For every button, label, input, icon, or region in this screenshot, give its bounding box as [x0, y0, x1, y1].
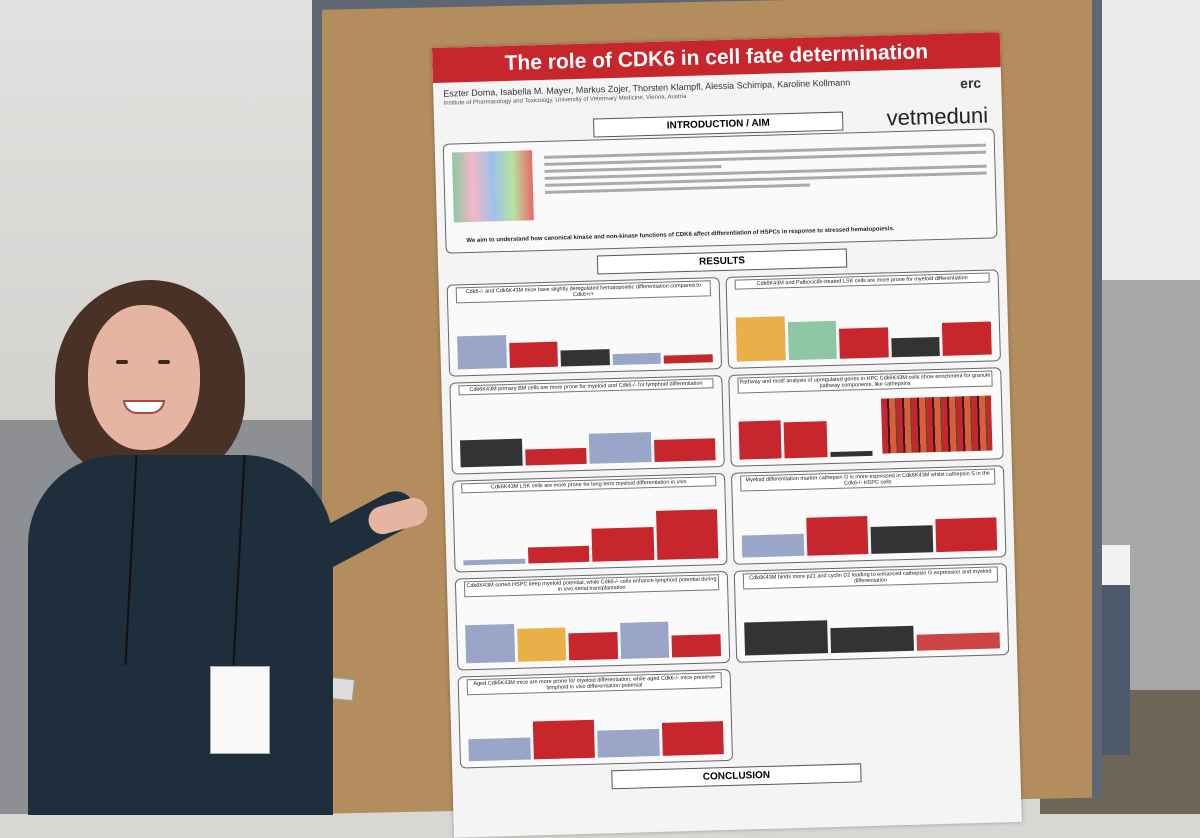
result-panel: Cdk6K43M primary BM cells are more prone…: [449, 375, 725, 475]
result-panel: Pathway and motif analysis of upregulate…: [728, 367, 1004, 467]
panel-title: Aged Cdk6K43M mice are more prone for my…: [466, 672, 722, 696]
result-panel: Cdk6K43M binds more p21 and cyclin D2 le…: [733, 563, 1010, 663]
vetmeduni-logo: vetmeduni: [886, 102, 989, 131]
panel-title: Cdk6-/- and Cdk6K43M mice have slightly …: [455, 280, 712, 304]
result-panel: Cdk6K43M sorted HSPC keep myeloid potent…: [454, 570, 731, 671]
result-panel: Cdk6K43M LSK cells are more prone for lo…: [452, 472, 728, 573]
panel-title: Myeloid differentiation marker cathepsin…: [740, 468, 996, 492]
panel-title: Cdk6K43M and Palbociclib-treated LSK cel…: [734, 272, 990, 290]
result-panel: Cdk6K43M and Palbociclib-treated LSK cel…: [725, 269, 1001, 369]
name-badge: [210, 666, 270, 754]
intro-text: [544, 140, 987, 198]
result-panel: Aged Cdk6K43M mice are more prone for my…: [457, 668, 734, 769]
erc-logo: erc: [959, 74, 982, 92]
panel-title: Cdk6K43M sorted HSPC keep myeloid potent…: [463, 574, 720, 598]
panel-title: Pathway and motif analysis of upregulate…: [737, 370, 993, 394]
results-heading: RESULTS: [596, 248, 848, 275]
aim-statement: We aim to understand how canonical kinas…: [466, 226, 895, 245]
panel-title: Cdk6K43M primary BM cells are more prone…: [458, 378, 714, 396]
panel-title: Cdk6K43M LSK cells are more prone for lo…: [461, 476, 717, 494]
lanyard: [124, 455, 246, 665]
person-face: [88, 305, 200, 450]
panel-title: Cdk6K43M binds more p21 and cyclin D2 le…: [742, 566, 999, 590]
intro-box: We aim to understand how canonical kinas…: [442, 128, 998, 254]
hematopoiesis-figure: [451, 150, 534, 223]
results-grid: Cdk6-/- and Cdk6K43M mice have slightly …: [446, 269, 1012, 769]
person-body: [28, 455, 333, 815]
heatmap: [880, 395, 993, 454]
result-panel: Myeloid differentiation marker cathepsin…: [730, 465, 1007, 565]
result-panel: Cdk6-/- and Cdk6K43M mice have slightly …: [446, 277, 723, 377]
poster: The role of CDK6 in cell fate determinat…: [432, 32, 1022, 838]
conclusion-heading: CONCLUSION: [611, 763, 862, 790]
